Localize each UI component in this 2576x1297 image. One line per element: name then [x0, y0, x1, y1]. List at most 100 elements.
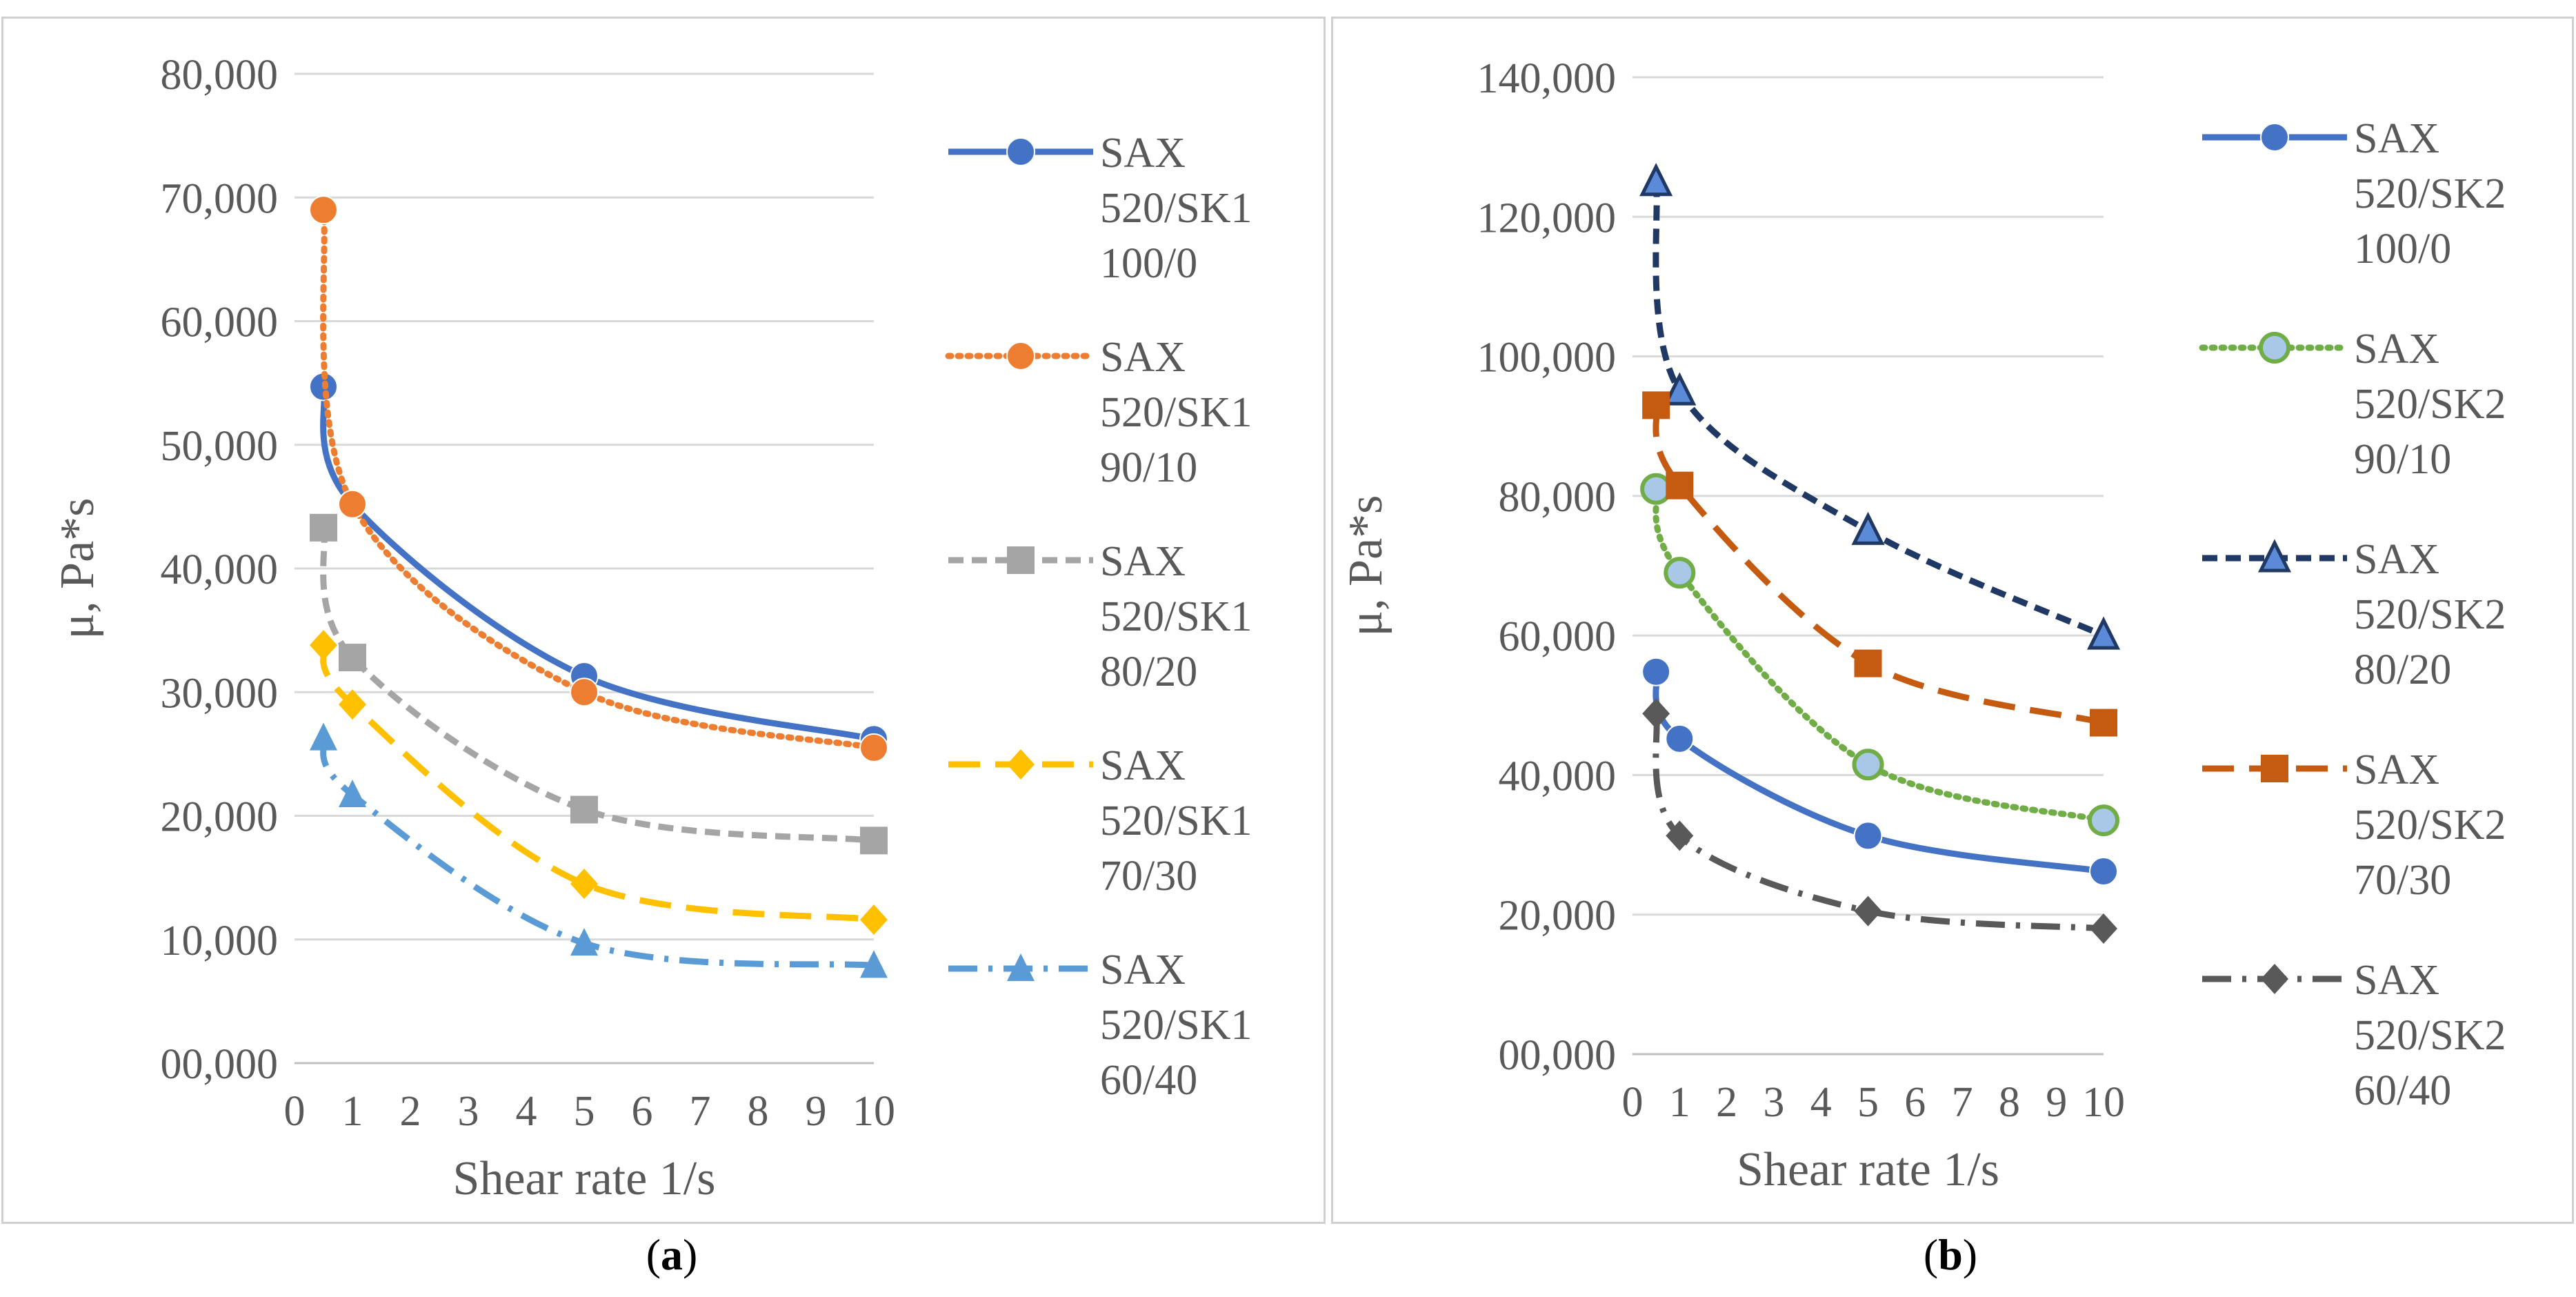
point-b-3-3	[2090, 709, 2117, 737]
x-tick-b-7: 7	[1952, 1079, 1973, 1126]
point-b-1-3	[2088, 804, 2119, 837]
legend-label-a-1-2: 90/10	[1100, 444, 1197, 491]
point-a-4-2	[570, 928, 598, 956]
point-a-1-1	[338, 489, 367, 519]
series-a-4	[310, 722, 888, 978]
x-tick-a-5: 5	[574, 1088, 595, 1135]
x-tick-a-0: 0	[284, 1088, 306, 1135]
y-tick-b-3: 60,000	[1499, 613, 1617, 660]
x-tick-a-2: 2	[400, 1088, 421, 1135]
legend-label-b-2-1: 520/SK2	[2354, 591, 2506, 638]
chart-panel-a: 00,000 10,000 20,000 30,000 40,000 50,000 60,0…	[1, 17, 1326, 1224]
legend-label-a-2-0: SAX	[1100, 538, 1186, 585]
legend-label-a-4-2: 60/40	[1100, 1057, 1197, 1104]
point-a-3-3	[860, 904, 888, 935]
point-a-1-3	[859, 733, 888, 762]
y-tick-a-2: 20,000	[161, 794, 279, 841]
y-tick-a-4: 40,000	[161, 546, 279, 593]
x-tick-b-5: 5	[1857, 1079, 1879, 1126]
y-tick-a-0: 00,000	[161, 1041, 279, 1088]
series-line-b-3	[1653, 404, 2105, 726]
point-a-2-1	[339, 644, 366, 672]
legend-label-a-3-0: SAX	[1100, 742, 1186, 789]
x-tick-b-1: 1	[1669, 1079, 1690, 1126]
legend-entry-b-3: SAX 520/SK2 70/30	[2202, 746, 2506, 904]
legend-label-a-1-1: 520/SK1	[1100, 389, 1252, 436]
point-a-3-2	[570, 869, 598, 900]
y-axis-title-b: μ, Pa*s	[1339, 495, 1392, 637]
y-tick-b-0: 00,000	[1499, 1032, 1617, 1079]
legend-entry-a-4: SAX 520/SK1 60/40	[948, 947, 1252, 1104]
legend-label-b-4-2: 60/40	[2354, 1067, 2451, 1114]
x-tick-a-7: 7	[690, 1088, 711, 1135]
point-b-4-3	[2090, 913, 2117, 944]
x-tick-b-10: 10	[2082, 1079, 2125, 1126]
legend-label-a-0-0: SAX	[1100, 130, 1186, 177]
point-b-3-2	[1854, 649, 1882, 677]
legend-marker-a-2	[1007, 546, 1035, 574]
legend-marker-a-0	[1006, 137, 1035, 166]
x-tick-a-6: 6	[632, 1088, 653, 1135]
legend-entry-a-0: SAX 520/SK1 100/0	[948, 130, 1252, 287]
point-a-1-0	[309, 195, 338, 225]
y-tick-b-4: 80,000	[1499, 474, 1617, 521]
legend-label-a-4-0: SAX	[1100, 947, 1186, 993]
legend-label-b-3-1: 520/SK2	[2354, 802, 2506, 849]
point-b-2-1	[1663, 372, 1697, 406]
caption-a: (a)	[603, 1229, 741, 1280]
legend-label-a-4-1: 520/SK1	[1100, 1002, 1252, 1049]
legend-marker-b-3	[2261, 755, 2288, 782]
x-axis-title-a: Shear rate 1/s	[453, 1152, 716, 1205]
x-tick-a-4: 4	[516, 1088, 537, 1135]
legend-label-a-0-1: 520/SK1	[1100, 185, 1252, 232]
legend-label-b-0-2: 100/0	[2354, 226, 2451, 273]
point-a-2-0	[310, 513, 337, 542]
y-tick-b-6: 120,000	[1477, 195, 1617, 241]
legend-label-b-2-2: 80/20	[2354, 646, 2451, 693]
legend-label-a-1-0: SAX	[1100, 334, 1186, 381]
point-b-0-2	[1853, 821, 1883, 851]
series-b-2	[1639, 163, 2121, 650]
legend-marker-b-4	[2261, 964, 2288, 994]
point-a-3-1	[339, 689, 366, 720]
point-b-3-0	[1642, 391, 1670, 419]
point-a-4-3	[860, 950, 888, 978]
x-tick-a-3: 3	[458, 1088, 479, 1135]
series-a-3	[310, 630, 888, 935]
legend-entry-b-4: SAX 520/SK2 60/40	[2202, 957, 2506, 1114]
legend-label-b-1-1: 520/SK2	[2354, 381, 2506, 428]
y-tick-a-5: 50,000	[161, 423, 279, 470]
point-a-2-2	[570, 795, 598, 824]
point-a-1-2	[570, 677, 599, 707]
caption-a-open: (	[646, 1230, 661, 1279]
point-b-2-0	[1639, 163, 1673, 197]
caption-b-open: (	[1923, 1230, 1939, 1279]
legend-label-a-3-1: 520/SK1	[1100, 798, 1252, 844]
legend-entry-a-3: SAX 520/SK1 70/30	[948, 742, 1252, 900]
legend-label-a-2-1: 520/SK1	[1100, 593, 1252, 640]
series-a-2	[310, 513, 888, 855]
series-a-1	[309, 195, 888, 762]
point-b-2-2	[1851, 511, 1885, 545]
chart-panel-b: 00,000 20,000 40,000 60,000 80,000 100,000 120…	[1331, 17, 2574, 1224]
legend-marker-b-2	[2257, 539, 2292, 573]
viscosity-chart-b: 00,00020,00040,00060,00080,000100,000120…	[1339, 55, 2506, 1196]
x-tick-b-0: 0	[1622, 1079, 1644, 1126]
x-tick-b-2: 2	[1716, 1079, 1737, 1126]
series-line-a-3	[320, 644, 875, 923]
legend-label-b-4-1: 520/SK2	[2354, 1012, 2506, 1059]
legend-label-b-4-0: SAX	[2354, 957, 2439, 1004]
series-line-a-0	[320, 386, 875, 742]
legend-label-a-2-2: 80/20	[1100, 648, 1197, 695]
legend-entry-a-1: SAX 520/SK1 90/10	[945, 334, 1252, 491]
point-b-1-1	[1664, 557, 1696, 589]
point-b-2-3	[2086, 616, 2121, 650]
point-b-0-1	[1665, 724, 1695, 753]
legend-entry-b-0: SAX 520/SK2 100/0	[2202, 115, 2506, 273]
legend-label-a-0-2: 100/0	[1100, 240, 1197, 287]
viscosity-chart-a: 00,000 10,000 20,000 30,000 40,000 50,000 60,0…	[51, 52, 1252, 1205]
series-line-a-2	[320, 526, 875, 844]
series-b-3	[1642, 391, 2117, 737]
series-b-4	[1642, 698, 2117, 944]
legend-marker-a-1	[1006, 341, 1035, 370]
